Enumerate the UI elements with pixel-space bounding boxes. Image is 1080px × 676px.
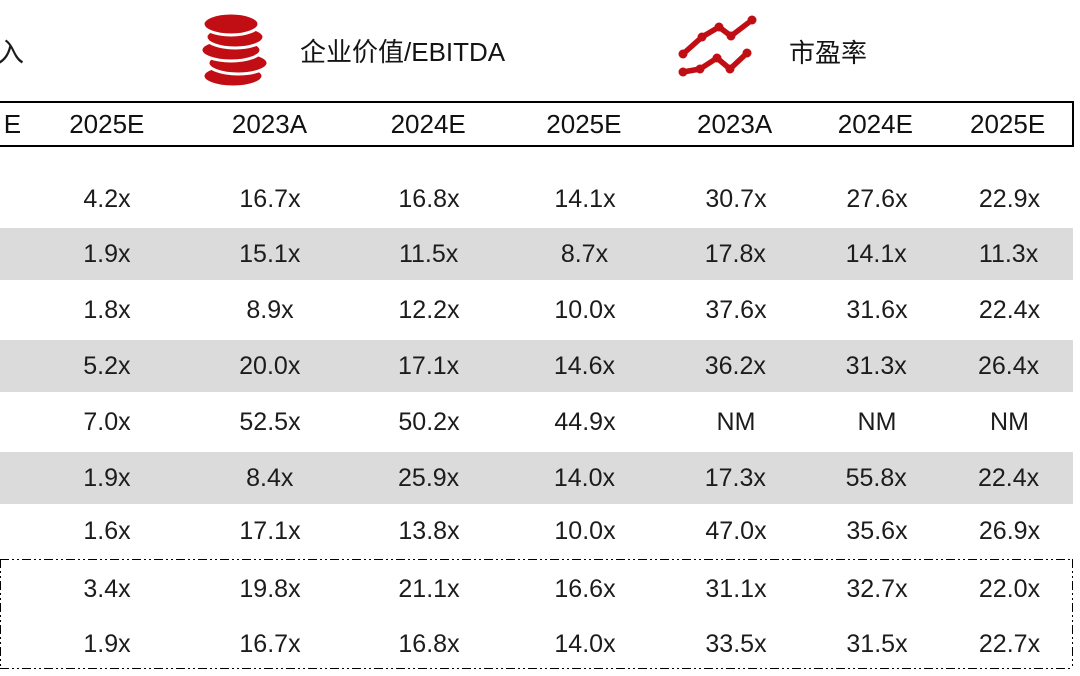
cell: 16.6x: [554, 574, 616, 603]
table-row: 3.4x 19.8x 21.1x 16.6x 31.1x 32.7x 22.0x: [0, 559, 1074, 614]
coins-icon: [196, 11, 272, 94]
cell: 1.6x: [83, 517, 131, 545]
cell: 44.9x: [554, 407, 616, 436]
cell: 11.3x: [978, 239, 1039, 268]
cell: 31.3x: [845, 351, 907, 380]
cell: [0, 228, 25, 280]
cell: 33.5x: [705, 630, 767, 658]
cell: 32.7x: [846, 574, 908, 603]
cell: 12.2x: [398, 295, 460, 324]
cell: [0, 280, 25, 340]
cell: 16.8x: [398, 630, 460, 658]
cell: [0, 614, 25, 668]
cell: 22.9x: [978, 185, 1041, 213]
cell: 14.6x: [553, 351, 616, 380]
cell: 31.6x: [846, 295, 908, 324]
column-header: 2023A: [231, 108, 308, 139]
cell: 16.8x: [398, 185, 460, 213]
cell: 1.9x: [83, 630, 131, 658]
cell: 31.5x: [846, 630, 908, 658]
cell: 8.7x: [560, 239, 609, 268]
cell: 21.1x: [398, 574, 460, 603]
table-row: 1.6x 17.1x 13.8x 10.0x 47.0x 35.6x 26.9x: [0, 504, 1074, 559]
cell: 8.4x: [246, 463, 294, 492]
cell: 1.9x: [83, 239, 131, 268]
cell: 4.2x: [83, 185, 131, 213]
cell: 17.3x: [704, 463, 766, 492]
cell: 26.9x: [978, 517, 1041, 545]
cell: 3.4x: [83, 574, 131, 603]
table-header-row: E 2025E 2023A 2024E 2025E 2023A 2024E 20…: [0, 101, 1074, 147]
cell: 35.6x: [846, 517, 908, 545]
valuation-table: E 2025E 2023A 2024E 2025E 2023A 2024E 20…: [0, 101, 1074, 668]
cell: 22.4x: [977, 463, 1040, 492]
cell: [0, 147, 25, 228]
cell: 31.1x: [705, 574, 767, 603]
cell: 17.1x: [398, 351, 460, 380]
column-header: 2025E: [970, 108, 1046, 139]
cell: 37.6x: [705, 295, 767, 324]
table-row: 1.8x 8.9x 12.2x 10.0x 37.6x 31.6x 22.4x: [0, 280, 1074, 340]
legend-label-ev-ebitda: 企业价值/EBITDA: [300, 37, 506, 67]
cell: NM: [716, 407, 756, 436]
table-row: 1.9x 8.4x 25.9x 14.0x 17.3x 55.8x 22.4x: [0, 452, 1073, 504]
cell: 15.1x: [239, 239, 301, 268]
cell: 10.0x: [554, 517, 616, 545]
cell: 16.7x: [239, 185, 301, 213]
cell: NM: [857, 407, 897, 436]
column-header: E: [3, 108, 22, 139]
cell: 52.5x: [239, 407, 301, 436]
cell: 10.0x: [554, 295, 616, 324]
cell: 11.5x: [398, 239, 459, 268]
table-row: 4.2x 16.7x 16.8x 14.1x 30.7x 27.6x 22.9x: [0, 147, 1074, 228]
cell: [0, 340, 25, 392]
cell: 14.1x: [554, 185, 616, 213]
column-header: 2023A: [697, 108, 773, 139]
cell: 22.0x: [978, 574, 1041, 603]
cell: 13.8x: [398, 517, 460, 545]
cell: [0, 504, 25, 559]
cell: 22.4x: [978, 295, 1041, 324]
column-header: 2024E: [837, 108, 913, 139]
cell: 20.0x: [239, 351, 301, 380]
table-row: 1.9x 16.7x 16.8x 14.0x 33.5x 31.5x 22.7x: [0, 614, 1074, 668]
cell: 7.0x: [83, 407, 131, 436]
line-chart-icon: [676, 13, 764, 82]
cell: 50.2x: [398, 407, 460, 436]
cell: 27.6x: [846, 185, 908, 213]
cell: 16.7x: [239, 630, 301, 658]
cell: 14.0x: [553, 463, 616, 492]
legend-label-pe-ratio: 市盈率: [789, 38, 868, 68]
cell: 26.4x: [977, 351, 1040, 380]
cell: 47.0x: [705, 517, 767, 545]
cell: 55.8x: [845, 463, 907, 492]
cell: 8.9x: [246, 295, 294, 324]
table-row: 1.9x 15.1x 11.5x 8.7x 17.8x 14.1x 11.3x: [0, 228, 1073, 280]
cell: 1.8x: [83, 295, 131, 324]
cell: 22.7x: [978, 630, 1041, 658]
cell: 36.2x: [704, 351, 766, 380]
column-header: 2025E: [69, 108, 145, 139]
column-header: 2024E: [390, 108, 466, 139]
column-header: 2025E: [546, 108, 622, 139]
cell: 14.0x: [554, 630, 616, 658]
cell: 30.7x: [705, 185, 767, 213]
cell: 5.2x: [83, 351, 131, 380]
cell: NM: [990, 407, 1029, 436]
cell: [0, 392, 25, 452]
cell: [0, 452, 25, 504]
table-row: 5.2x 20.0x 17.1x 14.6x 36.2x 31.3x 26.4x: [0, 340, 1073, 392]
table-row: 7.0x 52.5x 50.2x 44.9x NM NM NM: [0, 392, 1074, 452]
cell: 1.9x: [83, 463, 131, 492]
cell: 14.1x: [845, 239, 907, 268]
cell: 19.8x: [239, 574, 301, 603]
cell: 17.8x: [704, 239, 766, 268]
cell: 25.9x: [398, 463, 460, 492]
cell: [0, 559, 25, 614]
legend-label-revenue-partial: 入: [0, 38, 24, 68]
cell: 17.1x: [239, 517, 301, 545]
